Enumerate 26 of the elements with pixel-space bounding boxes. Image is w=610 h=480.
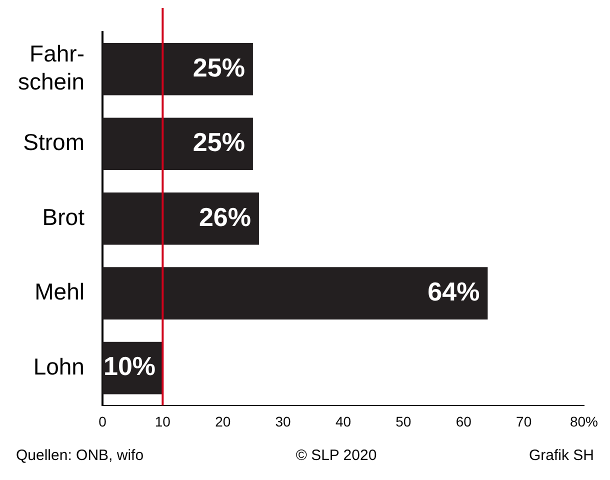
- bar: [102, 43, 253, 96]
- bar: [102, 267, 488, 320]
- x-tick-label: 0: [98, 414, 107, 430]
- y-tick-label: Strom: [23, 129, 84, 156]
- x-tick-label: 40: [335, 414, 352, 430]
- x-tick-label: 10: [154, 414, 171, 430]
- y-tick-label: Mehl: [34, 278, 84, 305]
- bar: [102, 192, 259, 245]
- data-label: 25%: [192, 52, 245, 82]
- y-tick-label: Fahr- schein: [18, 40, 84, 94]
- data-label: 25%: [192, 127, 245, 158]
- x-tick-label: 80%: [570, 414, 598, 430]
- x-tick-label: 50: [396, 414, 412, 430]
- data-label: 10%: [103, 351, 156, 382]
- data-label: 64%: [428, 276, 480, 306]
- x-tick-label: 60: [456, 414, 472, 430]
- data-label: 26%: [198, 202, 251, 232]
- bar: [102, 118, 253, 170]
- y-tick-label: Lohn: [33, 353, 84, 380]
- text: © SLP 2020: [296, 447, 377, 464]
- x-tick-label: 70: [516, 414, 532, 430]
- y-tick-label: Brot: [42, 204, 86, 230]
- source-note: Quellen: ONB, wifo: [16, 447, 144, 464]
- x-tick-label: 20: [215, 414, 231, 430]
- x-tick-label: 30: [275, 414, 292, 430]
- text: Grafik SH: [528, 447, 594, 464]
